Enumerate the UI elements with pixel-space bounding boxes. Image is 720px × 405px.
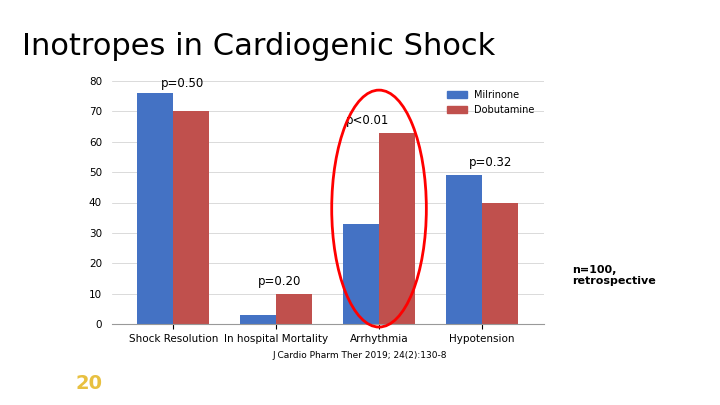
Text: p=0.50: p=0.50 bbox=[161, 77, 204, 90]
Text: p<0.01: p<0.01 bbox=[346, 113, 389, 126]
Bar bbox=[446, 175, 482, 324]
Text: p=0.32: p=0.32 bbox=[469, 156, 513, 169]
Legend: Milrinone, Dobutamine: Milrinone, Dobutamine bbox=[444, 86, 539, 119]
Bar bbox=[343, 224, 379, 324]
Bar bbox=[240, 315, 276, 324]
Bar bbox=[379, 133, 415, 324]
Text: 20: 20 bbox=[76, 374, 102, 393]
Text: CRTonline.org: CRTonline.org bbox=[595, 377, 691, 391]
Text: CRT: CRT bbox=[36, 374, 78, 393]
Bar bbox=[174, 111, 210, 324]
Bar bbox=[276, 294, 312, 324]
Text: Inotropes in Cardiogenic Shock: Inotropes in Cardiogenic Shock bbox=[22, 32, 495, 62]
Text: p=0.20: p=0.20 bbox=[258, 275, 302, 288]
Text: J Cardio Pharm Ther 2019; 24(2):130-8: J Cardio Pharm Ther 2019; 24(2):130-8 bbox=[273, 352, 447, 360]
Bar bbox=[138, 93, 174, 324]
Bar bbox=[482, 202, 518, 324]
Text: n=100,
retrospective: n=100, retrospective bbox=[572, 264, 656, 286]
